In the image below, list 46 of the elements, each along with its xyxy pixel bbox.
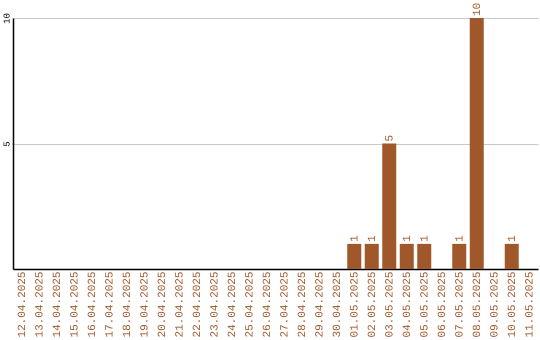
x-tick-label: 10.05.2025 [506, 272, 519, 338]
x-tick-label: 29.04.2025 [314, 272, 326, 338]
data-label: 1 [506, 234, 519, 242]
x-tick-label: 03.05.2025 [384, 272, 396, 338]
x-tick-label: 30.04.2025 [332, 272, 344, 338]
x-tick-label: 01.05.2025 [349, 272, 362, 338]
data-label: 5 [384, 134, 396, 142]
x-tick-label: 25.04.2025 [244, 272, 256, 338]
x-tick-label: 26.04.2025 [262, 272, 274, 338]
x-tick-label: 19.04.2025 [139, 272, 152, 338]
x-tick-label: 13.04.2025 [34, 272, 46, 338]
data-label: 1 [366, 234, 379, 242]
data-label: 1 [419, 234, 432, 242]
bar [364, 244, 379, 269]
bar [452, 244, 466, 269]
x-tick-label: 22.04.2025 [192, 272, 204, 338]
bar [470, 18, 484, 269]
x-tick-label: 21.04.2025 [174, 272, 186, 338]
x-tick-label: 09.05.2025 [489, 272, 502, 338]
x-tick-label: 18.04.2025 [122, 272, 134, 338]
x-tick-label: 07.05.2025 [454, 272, 466, 338]
x-tick-label: 16.04.2025 [86, 272, 99, 338]
data-label: 1 [402, 234, 414, 242]
x-tick-label: 24.04.2025 [226, 272, 239, 338]
x-tick-label: 20.04.2025 [156, 272, 169, 338]
bar [347, 244, 362, 269]
x-tick-label: 23.04.2025 [209, 272, 222, 338]
bar [504, 244, 519, 269]
x-tick-label: 12.04.2025 [16, 272, 29, 338]
x-tick-label: 06.05.2025 [436, 272, 449, 338]
x-tick-label: 28.04.2025 [296, 272, 309, 338]
x-tick-label: 15.04.2025 [69, 272, 82, 338]
x-tick-label: 14.04.2025 [52, 272, 64, 338]
x-tick-label: 05.05.2025 [419, 272, 432, 338]
x-tick-label: 11.05.2025 [524, 272, 536, 338]
bar [400, 244, 414, 269]
data-label: 1 [454, 234, 466, 242]
x-tick-label: 17.04.2025 [104, 272, 116, 338]
bar [417, 244, 432, 269]
x-tick-label: 27.04.2025 [279, 272, 292, 338]
bar [382, 144, 396, 269]
x-tick-label: 02.05.2025 [366, 272, 379, 338]
x-tick-label: 04.05.2025 [402, 272, 414, 338]
data-label: 1 [349, 234, 362, 242]
data-label: 10 [472, 2, 484, 16]
x-tick-label: 08.05.2025 [472, 272, 484, 338]
